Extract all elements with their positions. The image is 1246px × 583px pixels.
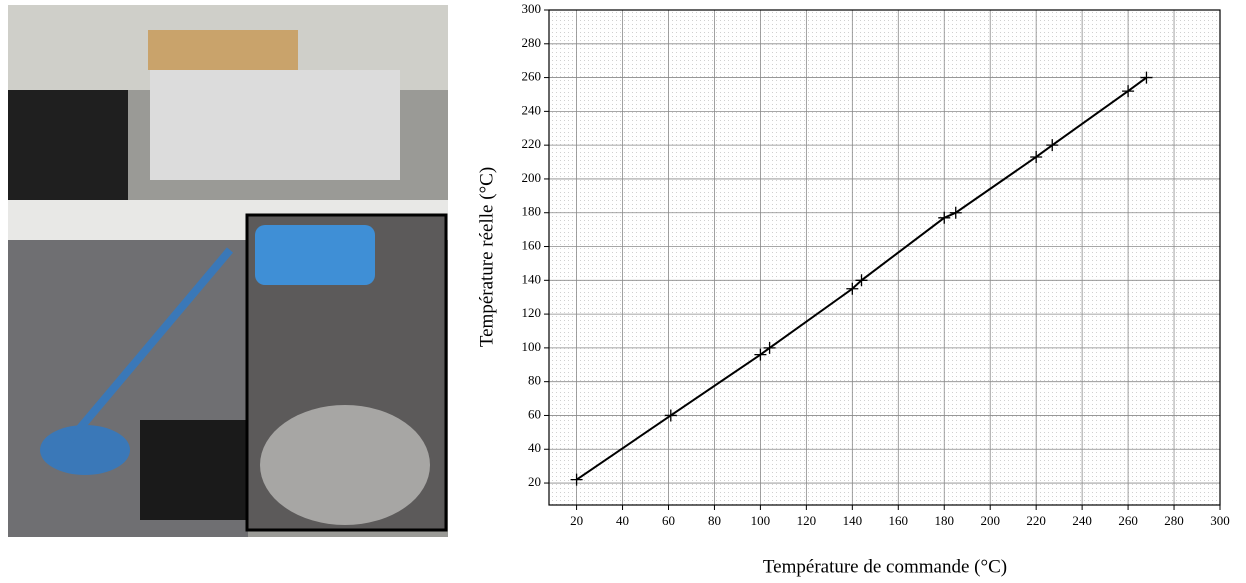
x-tick-label: 120: [797, 513, 817, 528]
x-tick-label: 40: [616, 513, 629, 528]
photo: [8, 5, 448, 537]
x-tick-label: 180: [934, 513, 954, 528]
data-point: [763, 341, 776, 354]
data-point: [1046, 139, 1059, 152]
data-point: [1030, 150, 1043, 163]
y-tick-label: 280: [522, 35, 542, 50]
y-tick-label: 160: [522, 238, 542, 253]
data-point: [949, 206, 962, 219]
y-tick-label: 80: [528, 373, 541, 388]
y-tick-label: 100: [522, 339, 542, 354]
y-tick-label: 140: [522, 271, 542, 286]
y-tick-label: 180: [522, 204, 542, 219]
y-tick-label: 120: [522, 305, 542, 320]
x-tick-label: 220: [1026, 513, 1046, 528]
x-tick-label: 140: [843, 513, 863, 528]
data-point: [754, 348, 767, 361]
x-tick-label: 60: [662, 513, 675, 528]
x-tick-label: 100: [751, 513, 771, 528]
x-axis-label: Température de commande (°C): [763, 556, 1007, 577]
data-point: [570, 473, 583, 486]
plot-frame: [548, 9, 1221, 506]
x-tick-label: 20: [570, 513, 583, 528]
y-tick-label: 240: [522, 102, 542, 117]
data-point: [1140, 71, 1153, 84]
x-tick-label: 260: [1118, 513, 1138, 528]
x-tick-label: 300: [1210, 513, 1230, 528]
data-line: [576, 76, 1148, 481]
x-tick-label: 160: [889, 513, 909, 528]
x-tick-label: 80: [708, 513, 721, 528]
y-tick-label: 260: [522, 69, 542, 84]
y-tick-label: 40: [528, 440, 541, 455]
y-axis-label: Température réelle (°C): [476, 167, 497, 347]
x-tick-label: 280: [1164, 513, 1184, 528]
data-point: [855, 274, 868, 287]
y-tick-label: 200: [522, 170, 542, 185]
data-point: [846, 282, 859, 295]
data-point: [664, 409, 677, 422]
y-tick-label: 60: [528, 406, 541, 421]
data-point: [1122, 85, 1135, 98]
data-point: [938, 211, 951, 224]
y-tick-label: 220: [522, 136, 542, 151]
chart: Température de commande (°C) Température…: [476, 1, 1229, 577]
y-tick-label: 300: [522, 1, 542, 16]
x-tick-label: 200: [980, 513, 1000, 528]
y-tick-label: 20: [528, 474, 541, 489]
x-tick-label: 240: [1072, 513, 1092, 528]
